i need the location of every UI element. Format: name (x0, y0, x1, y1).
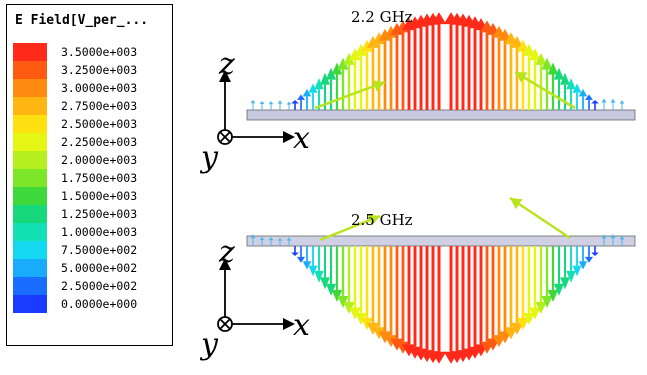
substrate-top (247, 110, 635, 120)
legend-swatch (13, 151, 47, 169)
substrate-bottom (247, 236, 635, 246)
legend-swatch (13, 169, 47, 187)
panel-top: 2.2 GHz z x y (199, 8, 635, 175)
field-arrow-head (291, 253, 299, 257)
y-axis-label-bottom: y (199, 327, 219, 362)
field-arrow-head (591, 100, 599, 104)
legend-swatch (13, 43, 47, 61)
field-arrow-head (611, 99, 616, 103)
field-diagram: 2.2 GHz z x y 2.5 GHz z x y (175, 0, 647, 375)
legend-tick-label: 2.5000e+003 (61, 115, 137, 133)
legend-swatch (13, 223, 47, 241)
field-arrow-head (620, 100, 625, 103)
legend-tick-label: 0.0000e+000 (61, 295, 137, 313)
z-axis-label-bottom: z (218, 235, 235, 270)
legend-swatch (13, 97, 47, 115)
legend-tick-label: 2.2500e+003 (61, 133, 137, 151)
legend-swatch (13, 241, 47, 259)
legend-swatch (13, 187, 47, 205)
legend-swatch (13, 295, 47, 313)
frequency-label-top: 2.2 GHz (351, 8, 413, 26)
field-arrow-head (278, 100, 283, 103)
legend-title: E Field[V_per_... (15, 13, 148, 28)
x-axis-label-bottom: x (293, 308, 310, 343)
frequency-label-bottom: 2.5 GHz (351, 211, 413, 229)
legend-tick-label: 3.5000e+003 (61, 43, 137, 61)
legend-tick-label: 1.5000e+003 (61, 187, 137, 205)
field-arrow-head (287, 102, 292, 105)
legend-swatch (13, 133, 47, 151)
field-legend: E Field[V_per_... 3.5000e+003 3.2500e+003… (6, 4, 173, 346)
legend-tick-label: 3.0000e+003 (61, 79, 137, 97)
legend-tick-label: 1.0000e+003 (61, 223, 137, 241)
legend-color-bar (13, 43, 47, 313)
field-arrow-head (269, 101, 274, 104)
field-arrows-top (251, 12, 625, 110)
legend-tick-labels: 3.5000e+003 3.2500e+003 3.0000e+003 2.7500e… (61, 43, 137, 313)
legend-swatch (13, 277, 47, 295)
legend-swatch (13, 259, 47, 277)
field-arrow-slanted-head (510, 198, 522, 209)
panel-bottom: 2.5 GHz z x y (199, 198, 635, 364)
legend-swatch (13, 115, 47, 133)
legend-tick-label: 2.0000e+003 (61, 151, 137, 169)
x-axis-label-top: x (293, 121, 310, 156)
field-arrow-head (591, 253, 599, 257)
field-arrow-head (260, 101, 265, 104)
legend-tick-label: 2.5000e+002 (61, 277, 137, 295)
field-arrow-head (602, 98, 607, 102)
legend-tick-label: 3.2500e+003 (61, 61, 137, 79)
field-arrow-head (291, 100, 299, 104)
legend-tick-label: 5.0000e+002 (61, 259, 137, 277)
legend-tick-label: 2.7500e+003 (61, 97, 137, 115)
legend-tick-label: 7.5000e+002 (61, 241, 137, 259)
field-arrow-head (251, 100, 256, 104)
y-axis-label-top: y (199, 140, 219, 175)
legend-swatch (13, 61, 47, 79)
legend-swatch (13, 205, 47, 223)
legend-tick-label: 1.7500e+003 (61, 169, 137, 187)
legend-tick-label: 1.2500e+003 (61, 205, 137, 223)
legend-swatch (13, 79, 47, 97)
z-axis-label-top: z (218, 47, 235, 82)
